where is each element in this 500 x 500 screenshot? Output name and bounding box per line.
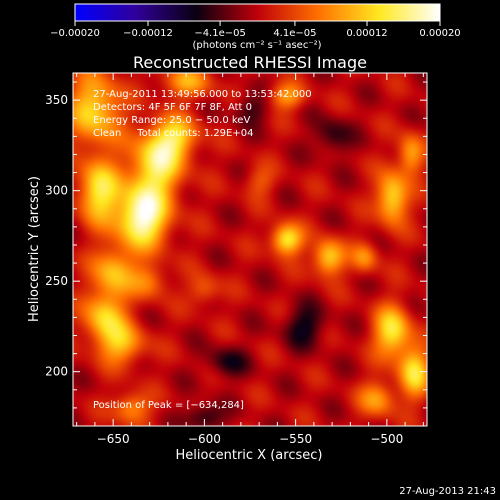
info-detectors: Detectors: 4F 5F 6F 7F 8F, Att 0 [93, 102, 252, 113]
y-tick-label: 250 [45, 274, 68, 288]
colorbar-tick-label: 4.1e−05 [273, 28, 316, 39]
x-tick-label: −550 [279, 432, 312, 446]
colorbar-ticks [74, 21, 441, 26]
observation-info: 27-Aug-2011 13:49:56.000 to 13:53:42.000… [93, 89, 312, 139]
y-tick-label: 200 [45, 365, 68, 379]
chart-title: Reconstructed RHESSI Image [133, 53, 367, 72]
x-tick-label: −650 [97, 432, 130, 446]
colorbar-tick-label: −4.1e−05 [194, 28, 246, 39]
colorbar-strip [74, 3, 441, 22]
info-clean-counts: Clean Total counts: 1.29E+04 [93, 128, 253, 139]
y-tick-label: 300 [45, 184, 68, 198]
y-axis-label: Heliocentric Y (arcsec) [27, 176, 42, 322]
colorbar-tick-label: 0.00012 [346, 28, 387, 39]
colorbar-tick-labels: −0.00020 −0.00012 −4.1e−05 4.1e−05 0.00012 0.… [50, 28, 461, 39]
colorbar-tick-label: −0.00020 [50, 28, 100, 39]
info-energy-range: Energy Range: 25.0 − 50.0 keV [93, 115, 250, 126]
heatmap-image [73, 73, 427, 426]
colorbar-units-label: (photons cm⁻² s⁻¹ asec⁻²) [192, 40, 321, 51]
colorbar: −0.00020 −0.00012 −4.1e−05 4.1e−05 0.00012 0.… [50, 3, 461, 51]
footer-timestamp: 27-Aug-2013 21:43 [399, 486, 496, 497]
colorbar-tick-label: −0.00012 [123, 28, 173, 39]
x-tick-label: −500 [370, 432, 403, 446]
x-tick-label: −600 [188, 432, 221, 446]
info-time-range: 27-Aug-2011 13:49:56.000 to 13:53:42.000 [93, 89, 312, 100]
axis-tick-labels: −650 −600 −550 −500 200 250 300 350 [45, 93, 403, 446]
peak-position-label: Position of Peak = [−634,284] [93, 400, 244, 411]
plot-frame [72, 72, 428, 427]
y-tick-label: 350 [45, 93, 68, 107]
x-axis-label: Heliocentric X (arcsec) [176, 448, 323, 463]
axis-ticks [73, 73, 427, 427]
colorbar-tick-label: 0.00020 [419, 28, 460, 39]
